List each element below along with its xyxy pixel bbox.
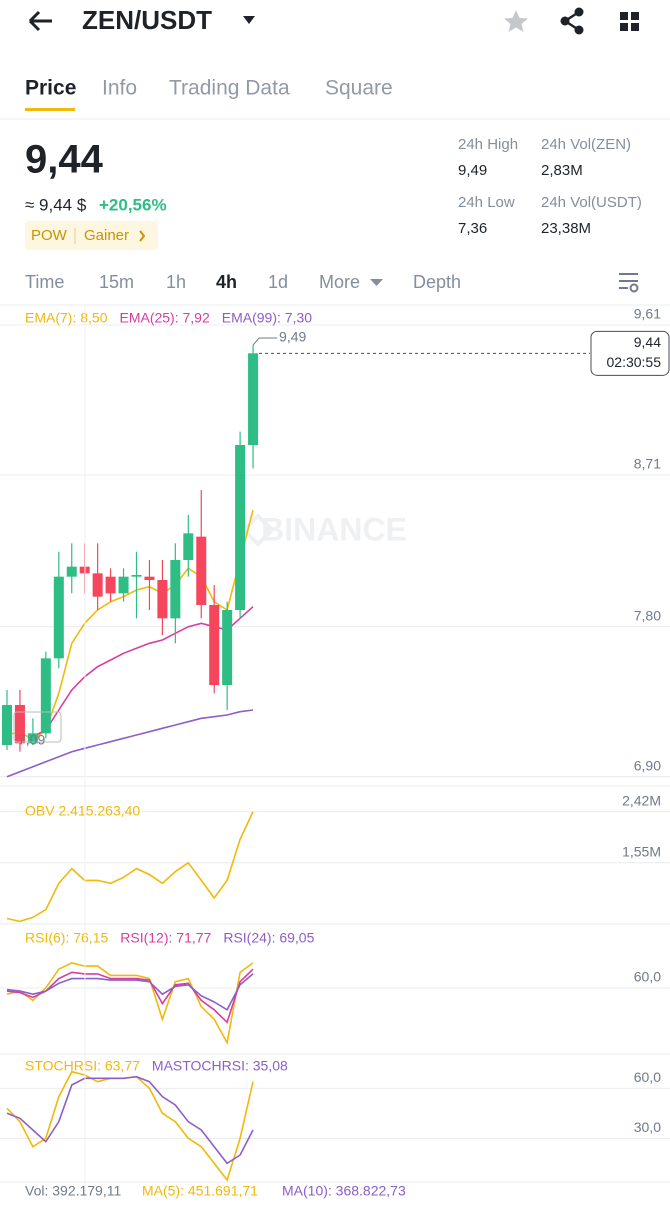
- legend-entry: RSI(6): 76,15: [25, 930, 108, 946]
- pair-caret[interactable]: [243, 16, 255, 24]
- indicator-line: [6, 962, 254, 1045]
- stat-value: 7,36: [458, 220, 487, 237]
- candle-body: [66, 566, 77, 577]
- volume-stat: MA(10): 368.822,73: [282, 1183, 406, 1199]
- candle-body: [131, 575, 142, 577]
- stat-label: 24h Vol(USDT): [541, 194, 642, 211]
- stat-label: 24h High: [458, 136, 518, 153]
- candle-body: [53, 576, 64, 659]
- candle-body: [157, 580, 168, 619]
- candle-body: [118, 576, 129, 594]
- candle-body: [40, 658, 51, 734]
- legend-entry: RSI(24): 69,05: [223, 930, 314, 946]
- y-tick-label: 7,80: [634, 607, 661, 623]
- back-icon[interactable]: [28, 10, 52, 32]
- candle-body: [144, 576, 155, 580]
- interval[interactable]: 1h: [166, 272, 186, 292]
- favorite-icon[interactable]: [504, 10, 528, 32]
- current-price: 9,44: [634, 334, 661, 350]
- candle-body: [170, 560, 181, 619]
- watermark: BINANCE: [261, 511, 407, 547]
- interval[interactable]: 1d: [268, 272, 288, 292]
- low-label: 7,09: [18, 732, 45, 748]
- candle-body: [105, 576, 116, 594]
- candle-body: [248, 353, 259, 445]
- candle-body: [92, 573, 103, 597]
- tab-indicator: [25, 108, 75, 111]
- tab[interactable]: Price: [25, 77, 76, 100]
- candle-body: [14, 705, 25, 744]
- volume-stat: MA(5): 451.691,71: [142, 1183, 258, 1199]
- tab[interactable]: Square: [325, 77, 393, 100]
- y-tick-label: 9,61: [634, 306, 661, 322]
- candle-body: [2, 705, 12, 745]
- interval[interactable]: Depth: [413, 272, 461, 292]
- volume-stat: Vol: 392.179,11: [25, 1183, 121, 1199]
- high-label: 9,49: [279, 329, 306, 345]
- candle-body: [196, 536, 207, 605]
- stat-value: 2,83M: [541, 162, 583, 179]
- candle-body: [222, 610, 233, 685]
- candle-body: [209, 605, 220, 685]
- more-caret: [370, 279, 383, 286]
- indicator-line: [6, 811, 254, 923]
- tag[interactable]: Gainer: [84, 227, 129, 244]
- pair-title[interactable]: ZEN/USDT: [82, 5, 212, 35]
- legend-entry: STOCHRSI: 63,77: [25, 1058, 140, 1074]
- tag[interactable]: POW: [31, 227, 68, 244]
- y-tick-label: 60,0: [634, 969, 661, 985]
- candle-body: [235, 445, 246, 610]
- y-tick-label: 2,42M: [622, 792, 661, 808]
- grid-icon[interactable]: [620, 12, 639, 31]
- legend-entry: EMA(25): 7,92: [119, 310, 209, 326]
- interval[interactable]: 15m: [99, 272, 134, 292]
- legend-entry: EMA(99): 7,30: [222, 310, 312, 326]
- y-tick-label: 60,0: [634, 1069, 661, 1085]
- tag-box[interactable]: [25, 221, 158, 250]
- interval[interactable]: 4h: [216, 272, 237, 292]
- tag-chevron: [139, 230, 146, 242]
- tab[interactable]: Info: [102, 77, 137, 100]
- last-price: 9,44: [25, 138, 104, 182]
- indicator-line: [6, 709, 254, 778]
- approx-price: ≈ 9,44 $: [25, 195, 87, 214]
- indicator-line: [6, 1075, 254, 1165]
- legend-entry: MASTOCHRSI: 35,08: [152, 1058, 288, 1074]
- interval[interactable]: Time: [25, 272, 64, 292]
- y-tick-label: 8,71: [634, 456, 661, 472]
- candle-body: [27, 733, 38, 744]
- current-price-box: [590, 330, 670, 376]
- price-change: +20,56%: [99, 195, 167, 214]
- low-marker: [13, 711, 62, 743]
- stat-label: 24h Low: [458, 194, 515, 211]
- legend-entry: RSI(12): 71,77: [120, 930, 211, 946]
- tab[interactable]: Trading Data: [169, 77, 290, 100]
- stat-label: 24h Vol(ZEN): [541, 136, 631, 153]
- stat-value: 23,38M: [541, 220, 591, 237]
- y-tick-label: 6,90: [634, 757, 661, 773]
- interval[interactable]: More: [319, 272, 360, 292]
- indicator-line: [6, 968, 254, 1024]
- legend-entry: EMA(7): 8,50: [25, 310, 108, 326]
- high-marker: [252, 337, 278, 346]
- indicator-line: [6, 973, 254, 1011]
- share-icon[interactable]: [560, 7, 584, 35]
- stat-value: 9,49: [458, 162, 487, 179]
- legend-entry: OBV 2.415.263,40: [25, 803, 140, 819]
- y-tick-label: 30,0: [634, 1119, 661, 1135]
- settings-icon[interactable]: [619, 273, 639, 293]
- y-tick-label: 1,55M: [622, 843, 661, 859]
- countdown: 02:30:55: [607, 354, 662, 370]
- candle-body: [183, 533, 194, 560]
